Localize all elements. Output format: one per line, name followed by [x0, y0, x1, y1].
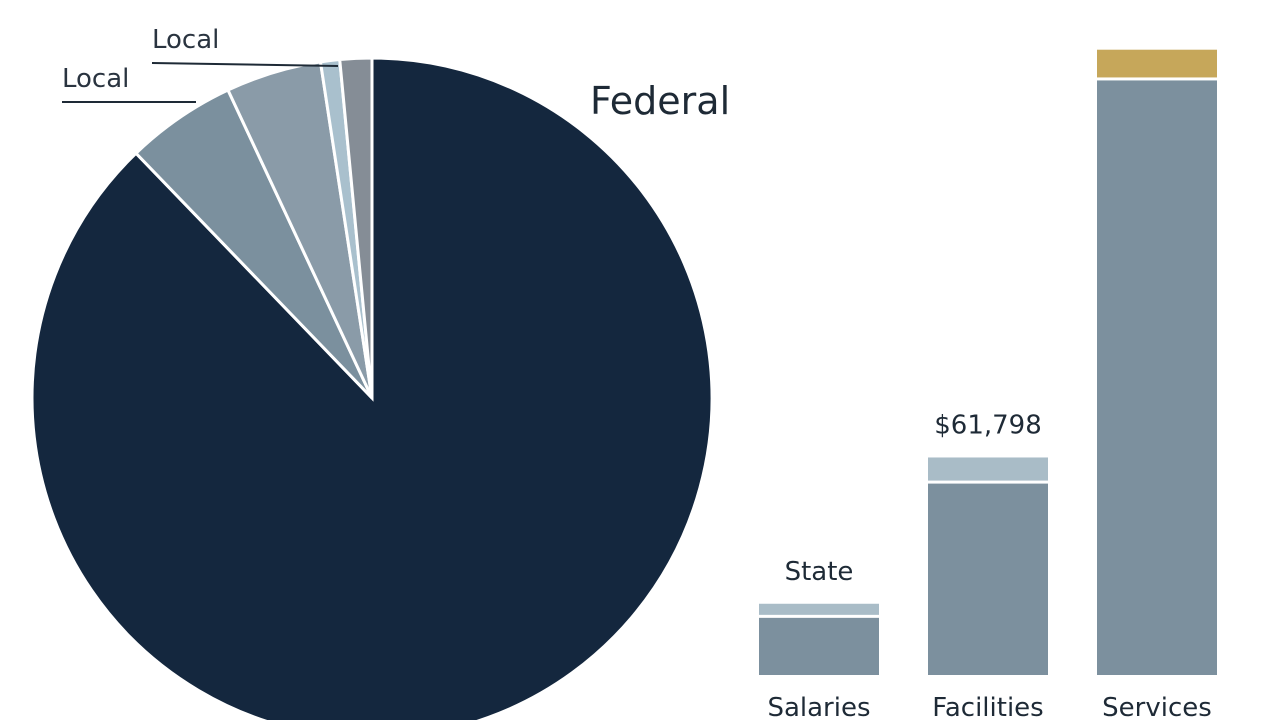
bar-top-facilities	[928, 457, 1048, 481]
pie-label-federal: Federal	[590, 79, 730, 123]
bar-salaries	[759, 617, 879, 675]
bar-annotation-facilities: $61,798	[934, 410, 1042, 440]
leader-line-local-upper	[151, 62, 339, 67]
x-tick-label-facilities: Facilities	[932, 693, 1043, 720]
x-tick-label-services: Services	[1102, 693, 1212, 720]
bar-top-salaries	[759, 603, 879, 615]
bar-services	[1097, 80, 1217, 676]
chart-labels: Federal Local Local	[62, 25, 730, 123]
bar-chart: Salaries State Facilities $61,798 Services	[759, 49, 1217, 720]
pie-label-local-upper: Local	[152, 25, 219, 55]
bar-top-services	[1097, 49, 1217, 78]
x-tick-label-salaries: Salaries	[767, 693, 870, 720]
bar-facilities	[928, 483, 1048, 675]
pie-chart	[30, 56, 714, 720]
pie-slice-4	[338, 56, 374, 399]
pie-label-local-lower: Local	[62, 64, 129, 94]
bar-annotation-salaries: State	[785, 557, 854, 587]
